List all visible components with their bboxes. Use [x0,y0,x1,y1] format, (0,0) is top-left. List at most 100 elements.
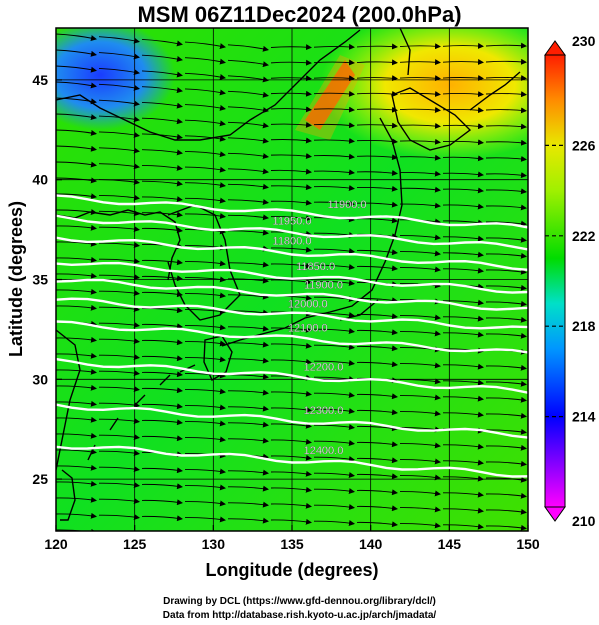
streamline [56,49,97,57]
streamline [270,90,312,97]
streamline [400,540,440,543]
streamline [141,227,183,234]
low-temperature-region [56,28,175,130]
axes: 120 125 130 135 140 145 150 25 30 35 40 45 [32,72,539,552]
streamline [184,182,226,189]
streamline [399,154,441,161]
streamline [56,177,97,184]
streamline [356,201,398,208]
streamline [485,91,527,98]
streamline [442,299,484,306]
streamline [56,368,97,375]
streamline [141,387,183,394]
streamline [399,522,441,529]
streamline [270,390,312,397]
streamline [485,332,527,339]
streamline [98,450,140,456]
streamline [356,217,398,224]
streamline [98,402,140,408]
streamline [98,194,140,201]
streamline [270,137,312,144]
streamline [56,352,97,359]
streamline [442,123,484,130]
streamline [442,42,484,49]
height-contour-label: 11850.0 [296,261,335,273]
streamline [313,328,355,334]
streamline [56,336,97,343]
streamline [270,199,312,206]
streamline [356,425,398,432]
streamline [141,515,183,522]
streamline [227,44,269,52]
warm-streak-edge [295,55,365,140]
streamline [270,358,312,365]
height-contour-label: 12000.0 [288,298,328,310]
streamline [98,131,140,138]
y-tick-label: 45 [32,72,48,88]
streamline [399,91,441,98]
streamline [442,411,484,418]
height-contours: 11900.0 11950.0 11800.0 11850.0 11900.0 12000… [56,194,528,478]
streamline [98,210,140,217]
streamline [442,443,484,450]
streamline [141,211,183,218]
streamline [98,370,140,376]
streamline [227,214,269,221]
streamline [141,117,183,125]
streamline [227,517,269,524]
streamline [485,364,527,371]
streamline [399,362,441,369]
streamline [399,330,441,337]
streamline [399,442,441,449]
streamline [270,121,312,128]
streamline [313,392,355,398]
streamline [227,501,269,508]
streamline [356,393,398,400]
streamline [141,164,183,171]
streamline [98,434,140,440]
streamline [98,514,140,520]
x-tick-label: 130 [202,536,226,552]
streamline [98,36,140,44]
streamline [56,209,97,215]
streamline [227,183,269,190]
streamline [270,502,312,509]
colorbar-top-arrow [544,40,566,56]
streamline [227,389,269,396]
colorbar-tick-label: 214 [572,409,596,425]
streamline [313,488,355,494]
streamline [56,432,97,439]
streamline [56,272,97,279]
streamline [485,476,527,483]
streamline [270,422,312,429]
streamline [98,242,140,248]
streamline [98,322,140,328]
streamline [184,324,226,331]
streamline [356,59,398,66]
streamline [228,535,268,538]
streamline [141,467,183,474]
streamline [399,250,441,257]
streamline [270,153,312,160]
streamline [313,440,355,446]
streamline [98,338,140,344]
streamline [356,409,398,416]
x-axis-label: Longitude (degrees) [205,560,378,580]
streamline [313,360,355,366]
streamline [485,316,527,323]
streamline [356,489,398,496]
streamline [485,204,527,211]
streamline [485,300,527,307]
streamline [313,248,355,254]
streamline [313,520,355,526]
streamline [227,90,269,98]
streamline [313,200,355,207]
streamline [141,86,183,94]
height-contour-label: 11950.0 [273,216,312,228]
streamline [141,291,183,298]
streamline [270,59,312,66]
streamline [184,436,226,443]
coastline-taiwan [60,469,76,521]
streamline [227,277,269,284]
coastline-hokkaido [391,87,472,151]
